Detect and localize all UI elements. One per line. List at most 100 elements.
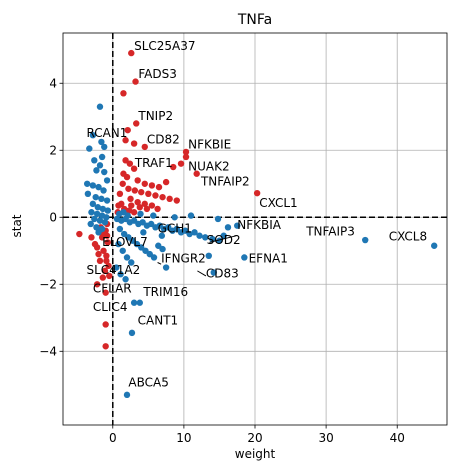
data-point [128,259,135,266]
data-point [96,162,104,169]
annotation-connectors [157,235,237,277]
point-annotation: CXCL8 [389,230,427,244]
data-point [95,250,102,258]
data-point [123,254,131,261]
data-point [154,205,161,213]
data-point [116,225,124,233]
data-point [130,209,138,216]
data-point [120,90,127,97]
point-annotation: RCAN1 [86,126,127,140]
data-point [150,212,157,219]
chart-title: TNFa [237,12,272,28]
point-annotation: SOD2 [207,233,241,247]
y-axis: −4 −2 0 2 4 [39,76,63,358]
data-point [88,234,95,241]
point-annotation: GCH1 [158,221,192,235]
data-point [103,197,111,204]
data-point [148,202,156,209]
data-point [76,230,83,238]
data-point [103,252,110,260]
x-tick-label: 30 [318,431,333,445]
point-annotation: CLIC4 [93,300,128,314]
data-point [159,245,166,253]
data-point [171,214,178,221]
point-annotation: TNFAIP3 [305,225,355,239]
data-point [125,185,132,192]
y-tick-label: 0 [49,210,57,224]
data-point [101,168,108,176]
data-point [93,167,100,174]
data-point [166,195,173,203]
data-points [76,49,438,399]
data-point [104,239,112,246]
data-point [158,232,166,239]
data-point [96,257,104,265]
data-point [102,289,109,296]
data-point [91,240,99,248]
data-point [143,205,151,213]
data-point [141,143,148,151]
data-point [170,163,177,171]
data-point [101,219,109,226]
y-axis-title: stat [10,214,24,237]
data-point [102,343,109,350]
data-point [89,200,97,208]
data-point [173,197,180,204]
data-point [87,220,94,228]
data-point [152,192,159,199]
data-point [130,140,138,147]
data-point [140,229,147,236]
data-point [95,183,102,191]
data-point [145,190,152,198]
point-annotation: NUAK2 [188,159,229,173]
data-point [136,204,143,211]
data-point [95,229,102,236]
point-annotation: CXCL1 [259,196,297,210]
data-point [105,262,112,270]
x-tick-label: 20 [247,431,262,445]
data-point [133,120,140,127]
data-point [214,215,222,223]
data-point [155,183,163,191]
data-point [92,193,99,201]
grid-lines [63,33,447,425]
data-point [103,257,110,265]
point-annotation: SLC25A37 [134,39,195,53]
data-point [162,264,170,271]
y-tick-label: 2 [49,143,57,157]
data-point [150,254,158,261]
data-point [103,177,111,184]
data-point [122,137,129,144]
data-point [115,202,122,209]
data-point [91,157,98,164]
data-point [124,126,131,134]
data-point [84,190,92,198]
x-axis: 0 10 20 30 40 [109,425,405,445]
data-point [177,160,185,167]
data-point [99,205,107,213]
data-point [182,153,190,161]
data-point [141,200,148,208]
data-point [220,232,227,239]
data-point [86,145,93,152]
data-point [141,180,148,187]
point-annotation: CD82 [147,133,180,147]
point-annotation: EFNA1 [249,252,288,266]
data-point [130,165,138,172]
data-point [137,210,144,218]
data-point [128,329,136,337]
data-point [104,207,112,214]
point-annotation: CD83 [206,267,239,281]
data-point [89,131,97,139]
data-point [119,180,126,187]
data-point [205,252,212,260]
data-point [253,189,261,197]
data-point [99,274,107,281]
data-point [132,78,139,85]
data-point [119,247,126,254]
annotation-connector [157,262,162,265]
data-point [101,143,108,151]
data-point [98,195,105,203]
data-point [159,193,166,201]
